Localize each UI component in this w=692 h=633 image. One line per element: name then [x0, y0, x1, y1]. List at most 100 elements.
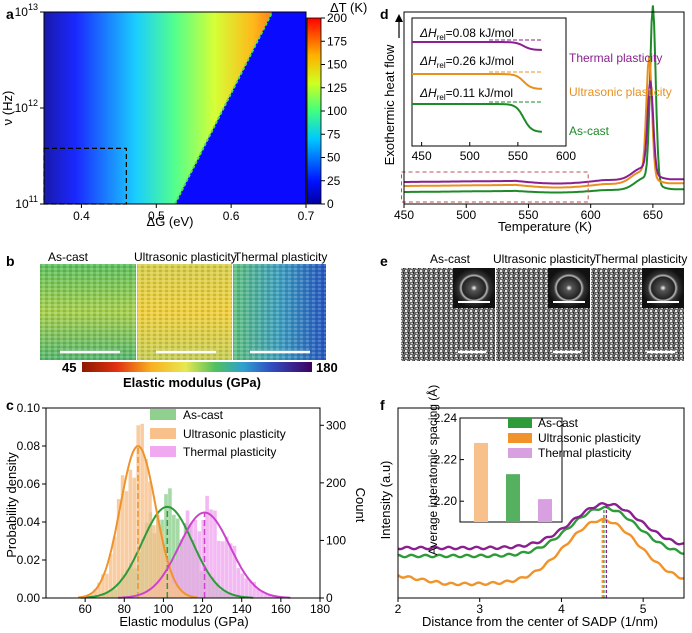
panel-d-plot: 450 500 550 600 650 450 500 550 600	[394, 5, 685, 222]
histogram-bar	[240, 573, 245, 598]
panel-b-maps	[40, 264, 326, 360]
legend-ascast: As-cast	[183, 408, 224, 422]
y-tick-label: 0.08	[17, 439, 41, 453]
inset-region-box	[401, 171, 589, 203]
series-label-thermal: Thermal plasticity	[569, 51, 662, 65]
histogram-bar	[148, 481, 152, 598]
histogram-bar	[267, 594, 272, 598]
histogram-bar	[167, 566, 172, 598]
histogram-bar	[248, 580, 252, 598]
legend-swatch-ascast-f	[508, 418, 532, 428]
sadp-intensity-curve	[397, 505, 685, 559]
inset-y-tick-label: 2.24	[434, 411, 458, 425]
histogram-bar	[171, 583, 176, 598]
histogram-bar	[232, 545, 237, 598]
histogram-bar	[256, 589, 260, 598]
arrow-head-icon	[395, 14, 403, 22]
colorbar-tick-label: 200	[327, 11, 347, 25]
dsc-inset: 450 500 550 600	[411, 17, 576, 163]
sadp-intensity-curve	[397, 501, 685, 551]
spacing-inset: 2.20 2.22 2.24	[434, 411, 563, 523]
tem-title-thermal: Thermal plasticity	[594, 252, 687, 266]
histogram-bar	[159, 531, 164, 598]
panel-label-a: a	[6, 6, 14, 22]
x-tick-label: 4	[558, 602, 565, 616]
histogram-bar	[219, 590, 223, 598]
colorbar-label-b: Elastic modulus (GPa)	[123, 375, 261, 390]
colorbar-tick-label: 50	[327, 151, 341, 165]
inset-x-tick-label: 450	[412, 149, 432, 163]
panel-f-frame	[397, 407, 685, 599]
histogram-bar	[101, 574, 105, 598]
y-tick-label: 1013	[15, 2, 38, 19]
map-title-ascast: As-cast	[48, 250, 89, 264]
y2-tick-label: 300	[326, 418, 346, 432]
x-tick-label: 3	[476, 602, 483, 616]
histogram-bar	[185, 510, 190, 598]
inset-y-tick-label: 2.20	[434, 494, 458, 508]
inset-y-tick-label: 2.22	[434, 453, 458, 467]
histogram-bar	[222, 591, 227, 598]
legend-thermal: Thermal plasticity	[183, 445, 276, 459]
enthalpy-label-ultrasonic: ΔHrel=0.26 kJ/mol	[419, 54, 514, 70]
y2-tick-label: 100	[326, 533, 346, 547]
x-tick-label: 600	[581, 208, 601, 222]
colorbar-tick-label: 0	[327, 197, 334, 211]
histogram-bar	[195, 551, 200, 598]
panel-e-images	[401, 268, 684, 361]
x-tick-label: 100	[153, 602, 173, 616]
histogram-bar	[191, 539, 196, 598]
panel-f-ylabel: Intensity (a.u)	[378, 461, 393, 540]
legend-f-ultrasonic: Ultrasonic plasticity	[538, 431, 641, 445]
x-tick-label: 160	[271, 602, 291, 616]
map-title-thermal: Thermal plasticity	[234, 250, 327, 264]
panel-f-plot: 2 3 4 5 2.20 2.22 2.24	[395, 407, 685, 616]
spacing-bar	[506, 474, 520, 522]
inset-f-ylabel: Average interatomic spacing (Å)	[425, 385, 440, 556]
x-tick-label: 0.6	[223, 209, 240, 223]
x-tick-label: 2	[395, 602, 402, 616]
y-tick-label: 0.00	[17, 591, 41, 605]
heatmap-boundary-line	[174, 11, 274, 205]
y-tick-label: 1012	[15, 98, 38, 115]
x-tick-label: 80	[118, 602, 132, 616]
histogram-bar	[224, 536, 229, 598]
histogram-bar	[187, 525, 192, 598]
colorbar-tick-label: 175	[327, 34, 347, 48]
histogram-bar	[128, 469, 133, 598]
dsc-curve	[404, 80, 684, 185]
x-tick-label: 60	[78, 602, 92, 616]
x-tick-label: 0.5	[148, 209, 165, 223]
histogram-bar	[193, 519, 198, 598]
colorbar-tick-label: 150	[327, 58, 347, 72]
histogram-bar	[205, 495, 209, 598]
histogram-bar	[220, 541, 225, 598]
histogram-bar	[168, 488, 172, 598]
colorbar-label-a: ΔT (K)	[330, 0, 367, 15]
histogram-bar	[177, 550, 182, 598]
panel-f-xlabel: Distance from the center of SADP (1/nm)	[422, 614, 658, 629]
histogram-bar	[226, 593, 231, 598]
dsc-curve	[404, 5, 684, 194]
histogram-bar	[144, 459, 148, 598]
histogram-bar	[116, 499, 121, 598]
histogram-bar	[179, 539, 184, 598]
histogram-bar	[230, 594, 235, 598]
histogram-bar	[155, 514, 160, 598]
y-tick-label: 1011	[15, 194, 38, 211]
legend-swatch-ultrasonic-f	[508, 433, 532, 443]
histogram-bar	[89, 593, 94, 598]
x-tick-label: 0.4	[73, 209, 90, 223]
histogram-bar	[252, 581, 256, 598]
zoom-region-box	[43, 147, 127, 205]
x-tick-label: 5	[640, 602, 647, 616]
x-tick-label: 180	[310, 602, 330, 616]
inset-x-tick-label: 550	[508, 149, 528, 163]
panel-label-d: d	[380, 6, 389, 22]
histogram-bar	[209, 509, 213, 598]
panel-a-axes: 0.4 0.5 0.6 0.7 1011 1012 1013	[15, 2, 315, 223]
map-title-ultrasonic: Ultrasonic plasticity	[134, 250, 237, 264]
y2-tick-label: 0	[326, 591, 333, 605]
tem-title-ultrasonic: Ultrasonic plasticity	[493, 252, 596, 266]
